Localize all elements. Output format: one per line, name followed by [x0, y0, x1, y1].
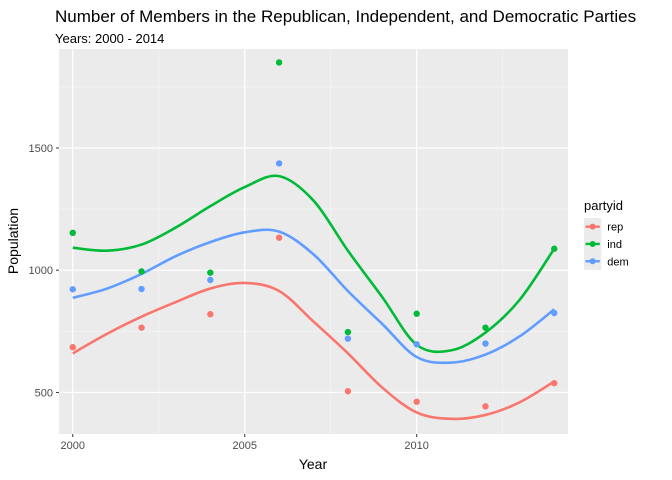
point-rep-2008: [344, 388, 352, 395]
point-ind-2004: [207, 269, 214, 276]
smooth-curves: [72, 174, 556, 421]
point-rep-2006: [275, 234, 283, 241]
point-rep-2000: [69, 344, 76, 351]
grid-minor: [59, 49, 568, 434]
point-ind-2006: [275, 59, 283, 66]
x-tick-label: 2010: [404, 440, 428, 452]
legend-point-dem: [589, 258, 596, 265]
point-rep-2004: [207, 311, 214, 318]
x-tick-label: 2005: [232, 440, 256, 452]
chart-title: Number of Members in the Republican, Ind…: [55, 7, 636, 26]
point-dem-2000: [69, 286, 76, 293]
point-dem-2004: [207, 276, 214, 284]
smooth-line-rep: [72, 281, 555, 421]
point-ind-2002: [138, 268, 145, 275]
y-tick-label: 1000: [29, 265, 53, 277]
legend-point-ind: [589, 240, 596, 247]
point-dem-2014: [551, 309, 558, 317]
point-dem-2002: [138, 285, 145, 293]
smooth-line-dem: [72, 228, 556, 365]
y-tick-label: 500: [35, 387, 53, 399]
point-rep-2002: [138, 324, 145, 331]
legend-point-rep: [589, 223, 596, 230]
x-tick-label: 2000: [61, 440, 85, 452]
legend-label-dem: dem: [607, 256, 628, 268]
y-axis-title: Population: [5, 208, 21, 274]
point-dem-2010: [413, 341, 420, 348]
axis-ticks: 2000 2005 2010 500 1000 1500: [29, 143, 429, 452]
legend: partyid rep ind dem: [584, 198, 629, 270]
point-dem-2006: [275, 160, 283, 167]
data-points: [69, 59, 558, 410]
point-dem-2008: [344, 335, 352, 342]
point-dem-2012: [482, 340, 489, 347]
point-ind-2000: [69, 229, 76, 237]
y-tick-label: 1500: [29, 143, 53, 155]
point-ind-2014: [551, 245, 558, 252]
plot-panel: [59, 49, 568, 434]
point-ind-2010: [413, 310, 420, 317]
x-axis-title: Year: [299, 456, 328, 472]
legend-label-ind: ind: [607, 239, 622, 251]
legend-title: partyid: [584, 198, 623, 213]
point-rep-2012: [482, 403, 489, 410]
point-ind-2012: [482, 324, 489, 331]
chart-subtitle: Years: 2000 - 2014: [55, 31, 164, 46]
smooth-line-ind: [72, 174, 556, 354]
point-rep-2014: [551, 379, 558, 387]
point-ind-2008: [344, 328, 352, 336]
legend-label-rep: rep: [607, 222, 623, 234]
point-rep-2010: [413, 398, 420, 405]
